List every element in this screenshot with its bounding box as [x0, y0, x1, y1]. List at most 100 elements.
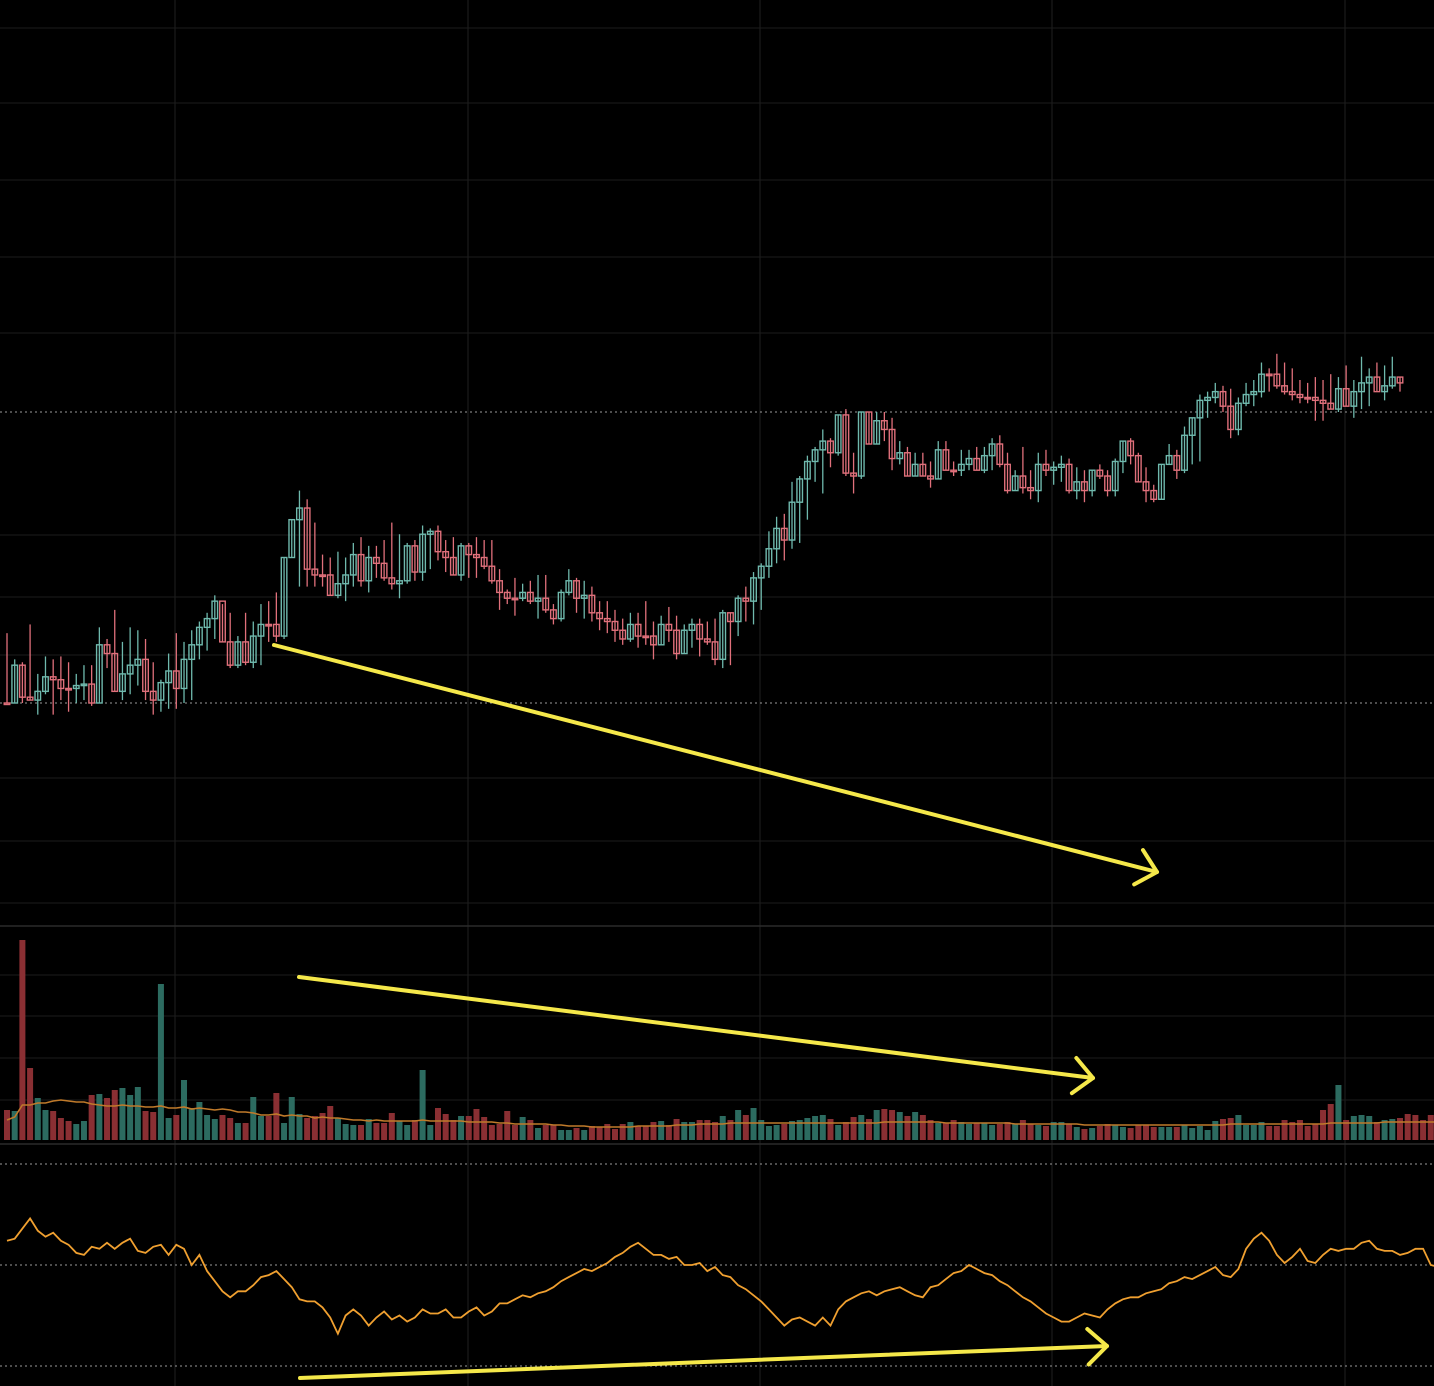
- candle-body: [1034, 463, 1042, 492]
- candle-body: [827, 440, 834, 454]
- candle-body: [434, 530, 442, 553]
- volume-bar: [827, 1119, 834, 1140]
- volume-bar: [1312, 1124, 1319, 1140]
- candle-body: [1019, 475, 1027, 489]
- volume-bar: [1250, 1125, 1257, 1140]
- volume-bar: [604, 1124, 611, 1140]
- volume-bar: [442, 1114, 449, 1140]
- candle-body: [519, 591, 527, 599]
- volume-bar: [712, 1122, 719, 1140]
- volume-bar: [904, 1116, 911, 1140]
- candle-body: [857, 411, 865, 477]
- candle-body: [1227, 405, 1235, 431]
- candle-body: [842, 414, 850, 474]
- volume-bar: [550, 1125, 557, 1140]
- volume-bar: [358, 1125, 365, 1140]
- candle-body: [734, 597, 742, 623]
- volume-bar: [1404, 1114, 1411, 1140]
- volume-bar: [519, 1117, 526, 1140]
- candle-body: [549, 609, 557, 620]
- candle-body: [611, 620, 619, 631]
- candle-body: [488, 565, 496, 582]
- volume-bar: [19, 940, 26, 1140]
- volume-bar: [1096, 1126, 1103, 1140]
- volume-bar: [935, 1123, 942, 1140]
- volume-bar: [1335, 1085, 1342, 1140]
- candle-body: [118, 673, 126, 693]
- volume-bar: [1327, 1104, 1334, 1140]
- volume-bar: [527, 1120, 534, 1140]
- volume-bar: [119, 1088, 126, 1140]
- candle-body: [303, 507, 311, 570]
- volume-bar: [196, 1102, 203, 1140]
- volume-bar: [111, 1090, 118, 1140]
- candle-body: [1311, 396, 1319, 402]
- volume-bar: [927, 1120, 934, 1140]
- volume-bar: [434, 1108, 441, 1140]
- candle-body: [726, 612, 734, 623]
- candle-body: [796, 478, 804, 503]
- volume-bar: [842, 1122, 849, 1140]
- volume-bar: [1412, 1115, 1419, 1140]
- candle-body: [403, 545, 411, 582]
- candle-body: [1365, 376, 1373, 384]
- volume-bar: [334, 1118, 341, 1140]
- candle-body: [1381, 385, 1389, 393]
- candle-body: [288, 518, 296, 559]
- candle-body: [1388, 376, 1396, 387]
- volume-bar: [966, 1124, 973, 1140]
- candle-body: [896, 452, 904, 460]
- volume-bar: [311, 1116, 318, 1140]
- volume-bar: [835, 1125, 842, 1140]
- candle-body: [903, 452, 911, 477]
- candle-body: [157, 681, 165, 701]
- volume-bar: [1173, 1127, 1180, 1140]
- volume-bar: [411, 1120, 418, 1140]
- candle-body: [1073, 481, 1081, 492]
- volume-bar: [1012, 1124, 1019, 1140]
- volume-bar: [219, 1115, 226, 1140]
- candle-body: [372, 556, 380, 565]
- candle-body: [1173, 454, 1181, 471]
- volume-bar: [1119, 1127, 1126, 1140]
- candle-body: [1211, 390, 1219, 399]
- candle-body: [634, 623, 642, 637]
- volume-bar: [950, 1120, 957, 1140]
- candle-body: [1196, 399, 1204, 419]
- candle-body: [1319, 399, 1327, 404]
- volume-bar: [65, 1121, 72, 1140]
- candle-body: [688, 623, 696, 631]
- candle-body: [1373, 376, 1381, 393]
- volume-bar: [273, 1093, 280, 1140]
- volume-bar: [388, 1113, 395, 1140]
- volume-bar: [865, 1119, 872, 1140]
- volume-bar: [1189, 1128, 1196, 1140]
- candle-body: [834, 414, 842, 454]
- volume-bar: [1320, 1110, 1327, 1140]
- candle-body: [657, 623, 665, 646]
- candle-body: [1150, 489, 1158, 501]
- candle-body: [357, 553, 365, 582]
- volume-bar: [465, 1116, 472, 1140]
- candle-body: [1065, 463, 1073, 492]
- candle-body: [1281, 385, 1289, 393]
- candle-body: [496, 580, 504, 594]
- candle-body: [257, 623, 265, 637]
- oscillator-trend-arrow-head: [1085, 1327, 1109, 1367]
- candle-body: [180, 658, 188, 690]
- candle-body: [80, 683, 88, 687]
- volume-bar: [535, 1128, 542, 1140]
- volume-bar: [181, 1080, 188, 1140]
- candle-body: [1257, 373, 1265, 393]
- candle-body: [980, 454, 988, 471]
- volume-bar: [1158, 1127, 1165, 1140]
- candle-body: [719, 612, 727, 661]
- candle-body: [1027, 486, 1035, 492]
- volume-bar: [789, 1121, 796, 1140]
- volume-bar: [773, 1125, 780, 1140]
- volume-bar: [350, 1125, 357, 1140]
- volume-bar: [1235, 1115, 1242, 1140]
- candle-body: [219, 600, 226, 643]
- candle-body: [542, 597, 550, 611]
